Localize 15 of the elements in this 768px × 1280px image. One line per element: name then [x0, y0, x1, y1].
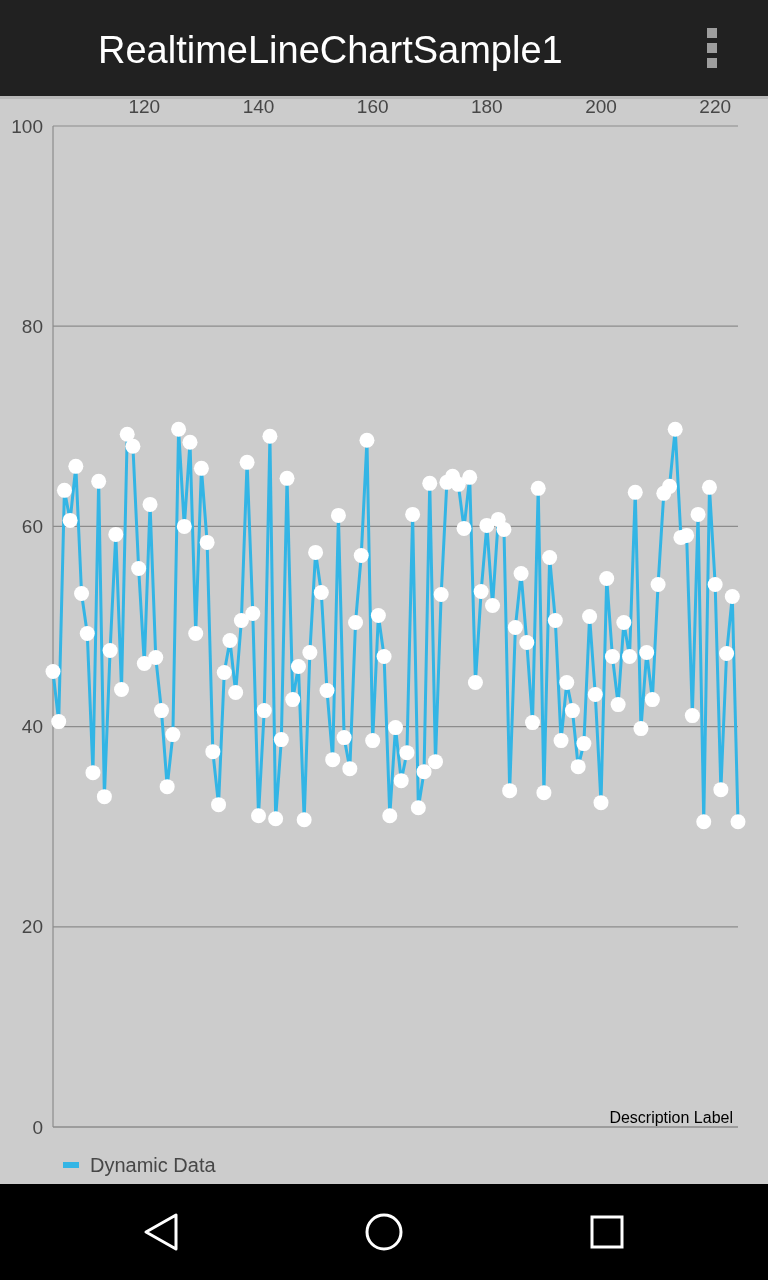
y-tick-label: 40: [21, 716, 43, 738]
legend-label: Dynamic Data: [90, 1154, 217, 1176]
y-tick-label: 20: [21, 916, 43, 938]
y-tick-label: 60: [21, 515, 43, 537]
annotation: Description Label: [609, 1109, 733, 1126]
x-tick-label: 180: [470, 95, 503, 117]
x-tick-label: 220: [699, 95, 732, 117]
x-tick-label: 140: [242, 95, 275, 117]
x-tick-label: 200: [585, 95, 617, 117]
y-tick-label: 80: [21, 315, 43, 337]
y-tick-label: 100: [11, 115, 43, 137]
x-tick-label: 120: [128, 95, 161, 117]
x-tick-label: 160: [356, 95, 389, 117]
chart-title: RealtimeLineChartSample1: [98, 29, 563, 71]
y-tick-label: 0: [32, 1116, 43, 1138]
